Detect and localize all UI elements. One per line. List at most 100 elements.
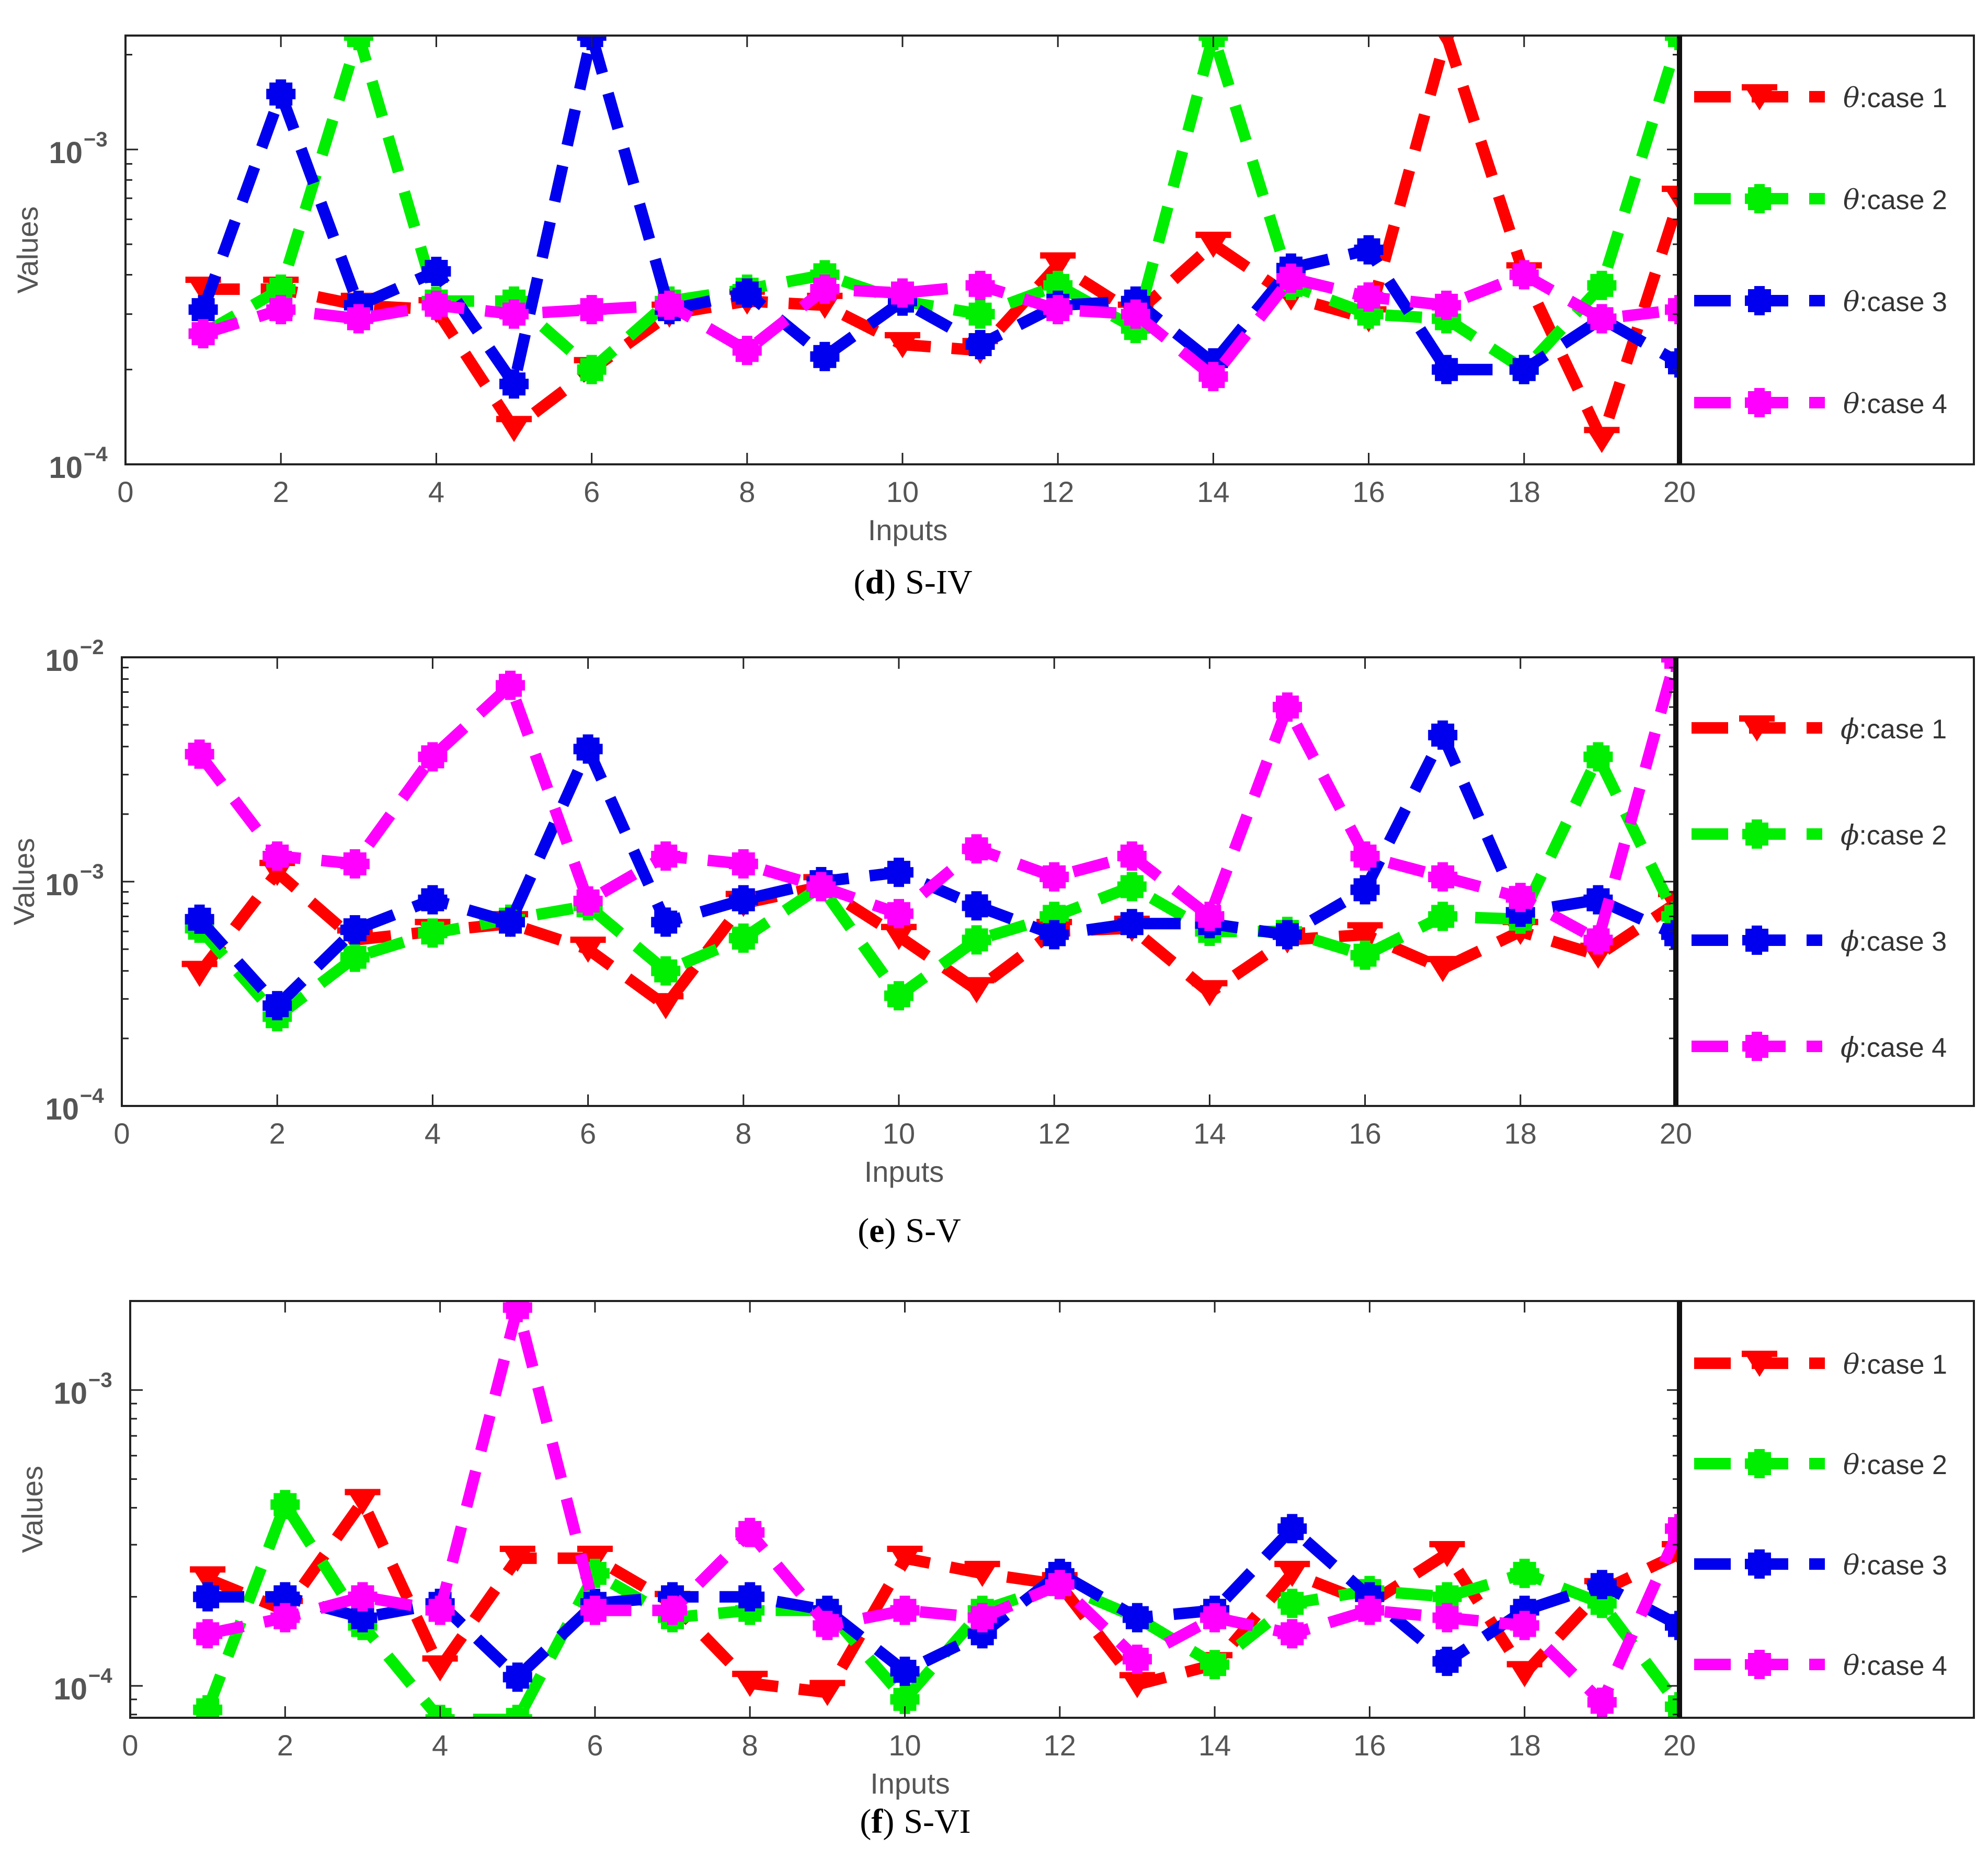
marker-core [1748,1653,1771,1676]
marker-core [661,1599,684,1622]
data-point [1039,920,1069,950]
data-point [340,915,370,945]
marker-core [1513,1561,1536,1585]
legend-label: θ:case 3 [1843,287,1947,318]
data-point [502,1301,532,1322]
data-point [577,295,607,325]
panel-caption: (f) S-VI [860,1802,970,1841]
marker-core [196,1585,220,1608]
legend-label: ϕ:case 4 [1841,1032,1947,1064]
x-tick-label: 14 [1193,1117,1226,1150]
marker-cap [1040,252,1076,259]
data-point [965,299,995,329]
x-axis-label: Inputs [870,1767,950,1800]
data-point [1510,1611,1539,1640]
x-tick-label: 8 [742,1729,758,1762]
marker-core [1281,1622,1304,1646]
marker-core [1276,695,1299,719]
legend-symbol: ϕ [1841,926,1859,957]
data-point [1506,1661,1543,1687]
data-point [651,907,681,937]
marker-core [343,918,367,942]
legend-marker [1742,1032,1772,1061]
data-point [651,841,681,871]
x-tick-label: 12 [1042,475,1074,508]
legend-label: ϕ:case 1 [1841,714,1947,745]
marker-core [1357,238,1380,261]
x-tick-label: 14 [1198,1729,1231,1762]
data-point [1195,902,1225,931]
marker-triangle [1042,253,1074,279]
data-point [580,1595,610,1625]
data-point [1122,1603,1152,1633]
marker-core [1124,302,1147,326]
data-point [1510,1558,1539,1588]
marker-triangle [961,978,992,1003]
legend-item-3: θ:case 3 [1694,286,1947,318]
data-point [1509,355,1539,384]
marker-core [1043,923,1066,946]
data-point [1117,872,1147,902]
x-tick-label: 16 [1352,475,1385,508]
plot-area [190,1301,1679,1718]
data-point [1121,299,1150,329]
x-axis-label: Inputs [864,1155,944,1188]
legend-case-label: :case 4 [1859,1651,1947,1681]
legend-symbol: ϕ [1841,1032,1859,1064]
data-point [888,278,917,308]
marker-core [1125,1606,1149,1629]
data-point [890,1657,920,1686]
marker-core [1281,1592,1304,1615]
marker-core [421,888,444,911]
data-point [421,256,451,286]
marker-core [506,1301,529,1319]
data-point [735,1517,765,1547]
marker-core [1745,929,1768,952]
legend-symbol: θ [1843,287,1859,318]
marker-core [1668,351,1679,374]
y-tick-label: 10 −4 [45,1085,104,1126]
legend-case-label: :case 3 [1859,927,1947,957]
marker-core [965,837,988,861]
legend-marker [1742,819,1772,849]
data-point [1040,252,1076,279]
data-point [345,1489,381,1515]
data-point [1350,841,1380,871]
legend: ϕ:case 1ϕ:case 2ϕ:case 3ϕ:case 4 [1673,656,1975,1107]
legend-marker [1745,1549,1774,1579]
data-point [806,872,836,902]
marker-cap [1584,427,1620,433]
marker-core [738,1521,762,1544]
caption-panel-letter: d [865,563,884,601]
legend-item-4: ϕ:case 4 [1692,1032,1947,1064]
marker-core [188,743,211,766]
marker-cap [1429,1541,1465,1548]
x-tick-label: 6 [587,1729,603,1762]
data-point [1117,841,1147,871]
marker-core [732,888,755,911]
marker-core [1431,865,1455,888]
marker-core [351,1585,374,1608]
data-point [1277,1589,1307,1618]
marker-core [506,1708,529,1718]
legend-item-1: θ:case 1 [1694,1349,1947,1380]
marker-core [654,845,678,868]
legend-item-4: θ:case 4 [1694,1650,1947,1682]
y-tick-label: 10 −3 [49,128,107,170]
data-point [499,369,529,399]
data-point [577,355,607,384]
legend-label: θ:case 3 [1843,1550,1947,1581]
data-point [425,1595,455,1625]
y-tick-label: 10 −3 [45,860,104,902]
data-point [1200,1650,1230,1680]
marker-core [887,861,910,884]
legend-symbol: θ [1843,1650,1859,1682]
data-point [266,79,296,109]
marker-core [196,1622,220,1646]
marker-core [347,36,370,47]
marker-core [1745,1035,1768,1058]
marker-core [428,1599,452,1622]
data-point [496,416,532,442]
marker-triangle [1586,428,1618,453]
marker-core [1748,1553,1771,1576]
